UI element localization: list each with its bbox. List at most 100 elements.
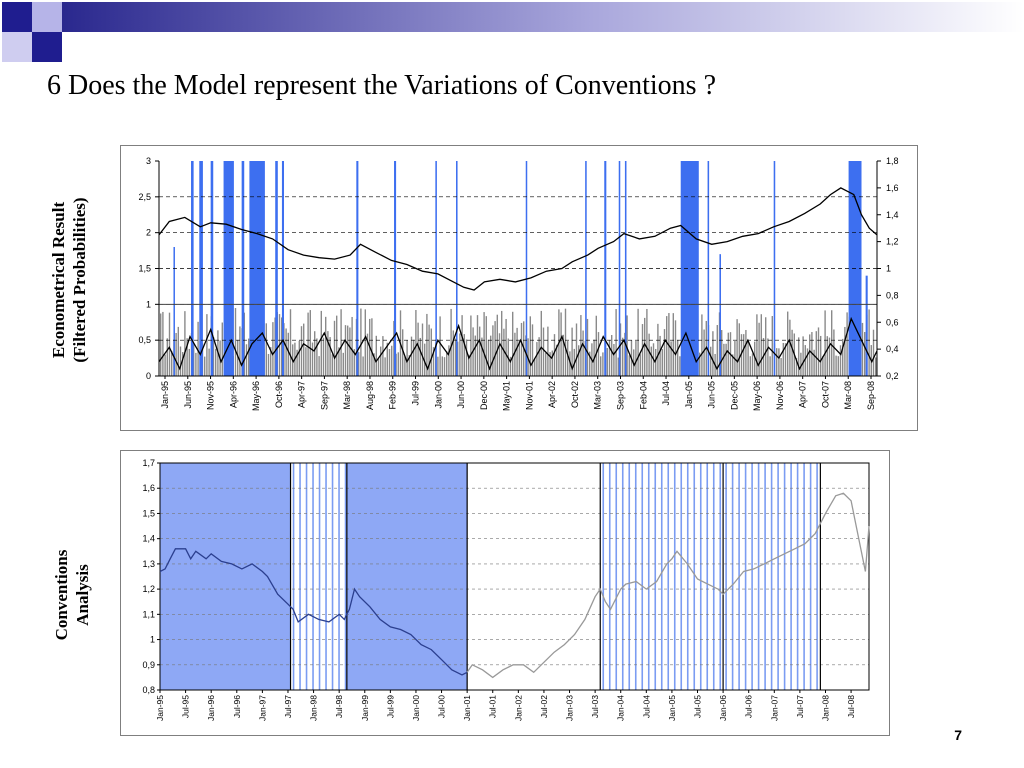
probability-bar <box>239 326 241 376</box>
probability-bar <box>582 330 584 376</box>
probability-bar <box>413 339 415 376</box>
right-tick-label: 0,2 <box>886 371 899 381</box>
x-tick-label: Jan-00 <box>433 381 443 409</box>
x-tick-label: Jul-06 <box>744 695 754 718</box>
left-tick-label: 1,5 <box>138 264 151 274</box>
probability-bar <box>316 338 318 376</box>
x-tick-label: Apr-97 <box>297 381 307 408</box>
probability-bar <box>388 349 391 376</box>
probability-bar <box>382 336 384 376</box>
y-tick-label: 1,5 <box>142 508 155 518</box>
probability-bar <box>551 350 553 376</box>
probability-bar <box>485 316 487 376</box>
probability-bar <box>463 334 465 376</box>
left-tick-label: 0,5 <box>138 335 151 345</box>
regime-bar <box>719 254 722 376</box>
probability-bar <box>215 348 217 376</box>
probability-bar <box>716 325 718 376</box>
probability-bar <box>432 347 435 376</box>
probability-bar <box>520 322 523 376</box>
probability-bar <box>791 329 793 376</box>
x-tick-label: Sep-97 <box>319 381 329 410</box>
probability-bar <box>492 325 494 376</box>
probability-bar <box>311 342 314 376</box>
probability-bar <box>806 348 809 376</box>
regime-bar <box>604 161 607 376</box>
x-tick-label: Apr-96 <box>228 381 238 408</box>
probability-bar <box>452 330 454 376</box>
corner-square-navy-2 <box>32 32 62 62</box>
probability-bar <box>347 325 349 376</box>
x-tick-label: Jul-04 <box>641 695 651 718</box>
probability-bar <box>175 332 177 376</box>
probability-bar <box>648 333 650 376</box>
probability-bar <box>417 322 419 376</box>
probability-bar <box>846 312 848 376</box>
left-tick-label: 2 <box>146 228 151 238</box>
econometrical-chart: 0 0,5 1 1,5 2 2,5 3 0,2 0,4 0,6 0,8 1 1,2 1,4 1,6 1,8 Ja… <box>120 145 918 431</box>
index-line-late <box>466 492 870 679</box>
probability-bar <box>204 356 206 376</box>
probability-bar <box>470 315 472 376</box>
y-tick-label: 1,6 <box>142 483 155 493</box>
x-tick-label: Jan-99 <box>360 695 370 721</box>
probability-bar <box>751 353 754 376</box>
probability-bar <box>562 334 564 376</box>
probability-bar <box>331 354 333 376</box>
probability-bar <box>424 343 426 376</box>
x-tick-label: Feb-99 <box>388 381 398 410</box>
probability-bar <box>547 326 549 376</box>
probability-bar <box>274 317 276 376</box>
right-tick-label: 1,4 <box>886 210 899 220</box>
regime-bar <box>191 161 194 376</box>
regime-bar <box>241 161 245 376</box>
probability-bar <box>465 339 468 376</box>
probability-bar <box>410 336 413 376</box>
probability-bar <box>267 353 270 376</box>
probability-bar <box>314 331 316 376</box>
x-tick-label: Jul-97 <box>283 695 293 718</box>
probability-bar <box>320 310 322 376</box>
corner-square-navy-1 <box>2 2 32 32</box>
probability-bar <box>336 315 338 376</box>
probability-bar <box>580 315 582 376</box>
probability-bar <box>380 346 382 376</box>
probability-bar <box>802 336 804 376</box>
probability-bar <box>272 322 274 376</box>
probability-bar <box>701 314 703 376</box>
probability-bar <box>177 326 179 376</box>
probability-bar <box>864 331 866 376</box>
probability-bar <box>501 310 503 376</box>
probability-bar <box>782 342 784 376</box>
x-tick-label: Nov-95 <box>206 381 216 410</box>
probability-bar <box>817 327 820 376</box>
probability-bar <box>809 334 811 376</box>
probability-bar <box>839 345 842 376</box>
probability-bar <box>842 338 844 376</box>
right-tick-label: 1,8 <box>886 156 899 166</box>
probability-bar <box>426 313 428 376</box>
probability-bar <box>712 331 714 376</box>
x-tick-label: Jan-97 <box>257 695 267 721</box>
probability-bar <box>289 309 292 376</box>
probability-bar <box>661 349 663 376</box>
probability-bar <box>760 314 762 376</box>
x-tick-label: Jan-96 <box>206 695 216 721</box>
probability-bar <box>756 314 758 376</box>
probability-bar <box>353 349 355 376</box>
y-tick-label: 1,2 <box>142 584 155 594</box>
probability-bar <box>732 354 734 376</box>
probability-bar <box>421 323 424 376</box>
x-tick-label: May-96 <box>251 381 261 411</box>
probability-bar <box>437 356 439 376</box>
corner-square-lavender-2 <box>2 32 32 62</box>
side-label-line: Econometrical Result <box>49 201 68 359</box>
probability-bar <box>784 343 787 376</box>
probability-bar <box>831 310 833 376</box>
probability-bar <box>798 337 800 376</box>
probability-bar <box>371 318 373 376</box>
probability-bar <box>754 341 756 376</box>
probability-bar <box>835 355 837 376</box>
x-tick-label: Feb-04 <box>638 381 648 410</box>
probability-bar <box>450 308 452 376</box>
